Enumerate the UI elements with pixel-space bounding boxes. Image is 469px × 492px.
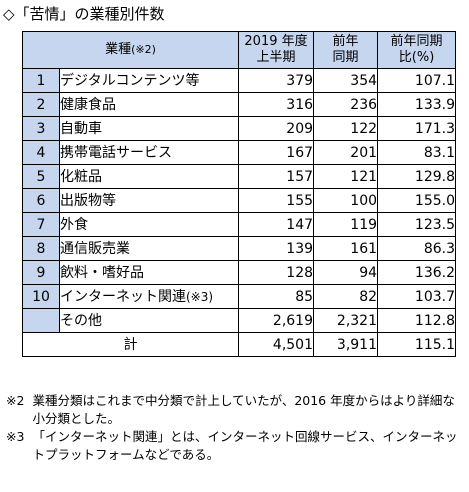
row-number: 1 <box>22 68 60 93</box>
total-prior-value: 3,911 <box>313 332 379 357</box>
header-yoy-ratio: 前年同期 比(%) <box>377 31 457 69</box>
row-prior-value: 82 <box>313 284 379 309</box>
row-ratio: 129.8 <box>377 164 457 189</box>
other-current-value: 2,619 <box>238 308 315 333</box>
row-current-value: 147 <box>238 212 315 237</box>
table-row: 8 通信販売業 139 161 86.3 <box>22 236 457 261</box>
header-yoy-ratio-line2: 比(%) <box>398 50 435 65</box>
total-row: 計 4,501 3,911 115.1 <box>21 332 457 357</box>
header-category-note: (※2) <box>131 43 156 56</box>
row-category: デジタルコンテンツ等 <box>58 68 240 93</box>
row-ratio: 107.1 <box>377 68 457 93</box>
table-row: 7 外食 147 119 123.5 <box>22 212 457 237</box>
row-prior-value: 100 <box>313 188 379 213</box>
table-row: 6 出版物等 155 100 155.0 <box>22 188 457 213</box>
row-number: 10 <box>22 284 60 309</box>
row-prior-value: 94 <box>313 260 379 285</box>
footnote-text: 「インターネット関連」とは、インターネット回線サービス、インターネットプラットフ… <box>32 429 458 462</box>
row-number: 8 <box>22 236 60 261</box>
row-category: 携帯電話サービス <box>58 140 240 165</box>
footnote: ※2 業種分類はこれまで中分類で計上していたが、2016 年度からはより詳細な小… <box>6 392 466 428</box>
footnotes: ※2 業種分類はこれまで中分類で計上していたが、2016 年度からはより詳細な小… <box>6 392 466 464</box>
row-category: 健康食品 <box>58 92 240 117</box>
row-number: 6 <box>22 188 60 213</box>
row-category: 化粧品 <box>58 164 240 189</box>
total-label: 計 <box>21 332 240 357</box>
row-number: 3 <box>22 116 60 141</box>
header-prior-period-line1: 前年 <box>332 34 359 49</box>
row-prior-value: 122 <box>313 116 379 141</box>
row-current-value: 209 <box>238 116 315 141</box>
header-prior-period-line2: 同期 <box>332 50 359 65</box>
footnote-mark: ※2 <box>6 393 25 408</box>
header-yoy-ratio-line1: 前年同期 <box>390 34 443 49</box>
other-category: その他 <box>58 308 240 333</box>
row-category: 自動車 <box>58 116 240 141</box>
table-row: 10 インターネット関連(※3) 85 82 103.7 <box>22 284 457 309</box>
table-row: 5 化粧品 157 121 129.8 <box>22 164 457 189</box>
row-prior-value: 201 <box>313 140 379 165</box>
header-category: 業種(※2) <box>21 31 240 69</box>
row-category-note: (※3) <box>186 289 214 304</box>
row-number: 7 <box>22 212 60 237</box>
header-current-half: 2019 年度 上半期 <box>238 31 315 69</box>
row-prior-value: 161 <box>313 236 379 261</box>
table-row: 9 飲料・嗜好品 128 94 136.2 <box>22 260 457 285</box>
row-current-value: 157 <box>238 164 315 189</box>
other-row: その他 2,619 2,321 112.8 <box>22 308 457 333</box>
other-row-number <box>22 308 60 333</box>
row-current-value: 155 <box>238 188 315 213</box>
row-number: 2 <box>22 92 60 117</box>
header-prior-period: 前年 同期 <box>313 31 379 69</box>
row-number: 9 <box>22 260 60 285</box>
footnote: ※3 「インターネット関連」とは、インターネット回線サービス、インターネットプラ… <box>6 428 466 464</box>
row-category: 出版物等 <box>58 188 240 213</box>
row-current-value: 316 <box>238 92 315 117</box>
row-current-value: 128 <box>238 260 315 285</box>
total-ratio: 115.1 <box>377 332 457 357</box>
page-title: ◇「苦情」の業種別件数 <box>3 5 165 23</box>
row-number: 5 <box>22 164 60 189</box>
header-current-half-line1: 2019 年度 <box>244 34 308 49</box>
row-category: 通信販売業 <box>58 236 240 261</box>
row-prior-value: 121 <box>313 164 379 189</box>
other-ratio: 112.8 <box>377 308 457 333</box>
row-current-value: 85 <box>238 284 315 309</box>
row-ratio: 83.1 <box>377 140 457 165</box>
table-row: 3 自動車 209 122 171.3 <box>22 116 457 141</box>
complaints-table: 業種(※2) 2019 年度 上半期 前年 同期 前年同期 比(%) 1 デジタ… <box>21 31 457 357</box>
table-row: 1 デジタルコンテンツ等 379 354 107.1 <box>22 68 457 93</box>
table-header-row: 業種(※2) 2019 年度 上半期 前年 同期 前年同期 比(%) <box>21 31 457 69</box>
row-prior-value: 119 <box>313 212 379 237</box>
row-current-value: 139 <box>238 236 315 261</box>
row-ratio: 136.2 <box>377 260 457 285</box>
row-category: 外食 <box>58 212 240 237</box>
row-ratio: 123.5 <box>377 212 457 237</box>
row-current-value: 379 <box>238 68 315 93</box>
footnote-mark: ※3 <box>6 429 25 444</box>
header-current-half-line2: 上半期 <box>256 50 296 65</box>
row-category: 飲料・嗜好品 <box>58 260 240 285</box>
header-category-label: 業種 <box>105 42 132 57</box>
row-ratio: 133.9 <box>377 92 457 117</box>
row-number: 4 <box>22 140 60 165</box>
row-ratio: 103.7 <box>377 284 457 309</box>
row-ratio: 86.3 <box>377 236 457 261</box>
total-current-value: 4,501 <box>238 332 315 357</box>
row-prior-value: 354 <box>313 68 379 93</box>
table-row: 4 携帯電話サービス 167 201 83.1 <box>22 140 457 165</box>
row-category-label: インターネット関連 <box>60 288 186 305</box>
row-category: インターネット関連(※3) <box>58 284 240 309</box>
table-row: 2 健康食品 316 236 133.9 <box>22 92 457 117</box>
row-ratio: 171.3 <box>377 116 457 141</box>
row-ratio: 155.0 <box>377 188 457 213</box>
row-prior-value: 236 <box>313 92 379 117</box>
footnote-text: 業種分類はこれまで中分類で計上していたが、2016 年度からはより詳細な小分類と… <box>32 393 455 426</box>
other-prior-value: 2,321 <box>313 308 379 333</box>
row-current-value: 167 <box>238 140 315 165</box>
